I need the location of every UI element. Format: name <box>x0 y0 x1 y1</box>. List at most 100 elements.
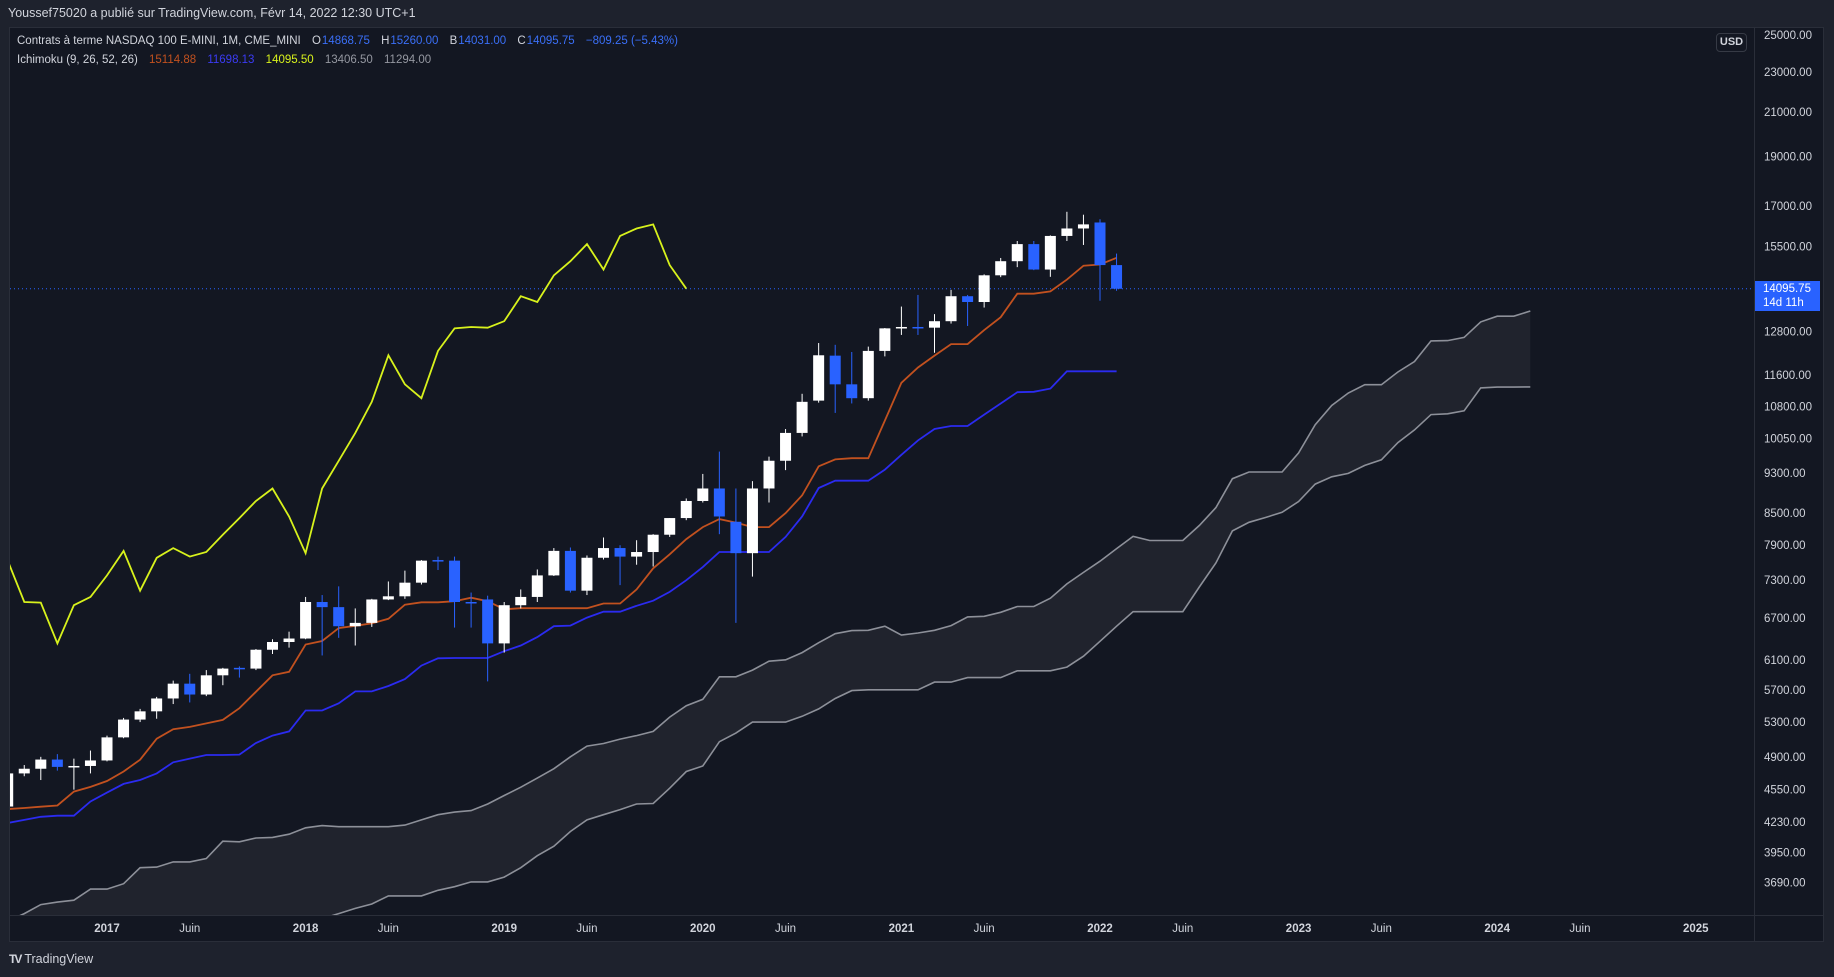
publisher-line: Youssef75020 a publié sur TradingView.co… <box>8 6 416 20</box>
candle-body <box>664 518 676 535</box>
candle <box>581 555 593 596</box>
candle <box>995 257 1007 278</box>
candle-body <box>879 328 891 351</box>
price-tick-label: 7300.00 <box>1764 575 1806 587</box>
candle <box>895 306 907 335</box>
price-tick-label: 10800.00 <box>1764 402 1812 414</box>
time-tick-year: 2017 <box>94 923 120 935</box>
candle <box>680 498 692 521</box>
price-tick-label: 5700.00 <box>1764 685 1806 697</box>
change-value: −809.25 (−5.43%) <box>585 35 678 47</box>
plot-area <box>10 211 1754 915</box>
candle <box>415 560 427 585</box>
candle-body <box>680 500 692 519</box>
candle-body <box>233 667 245 670</box>
candle-body <box>515 596 527 606</box>
candle <box>250 649 262 671</box>
candle-body <box>482 599 494 644</box>
candle-body <box>101 737 113 761</box>
candle <box>349 608 361 646</box>
candle <box>1061 211 1073 241</box>
bar-countdown: 14d 11h <box>1763 297 1804 309</box>
candle <box>333 586 345 638</box>
candle-body <box>399 582 411 597</box>
candle <box>84 750 96 774</box>
high-label: H <box>381 35 390 47</box>
price-tick-label: 15500.00 <box>1764 242 1812 254</box>
chart-panel <box>9 27 1824 942</box>
time-tick-month: Juin <box>1172 923 1193 935</box>
candle-body <box>68 765 80 768</box>
candle <box>134 708 146 723</box>
candle <box>796 393 808 437</box>
time-tick-month: Juin <box>378 923 399 935</box>
candle-body <box>316 602 328 608</box>
candle <box>151 696 163 719</box>
price-tick-label: 6700.00 <box>1764 613 1806 625</box>
candle-body <box>184 683 196 695</box>
lead-b-value: 11294.00 <box>384 54 432 66</box>
price-tick-label: 6100.00 <box>1764 655 1806 667</box>
candle-body <box>829 355 841 385</box>
indicator-name[interactable]: Ichimoku (9, 26, 52, 26) <box>17 54 138 66</box>
time-tick-year: 2024 <box>1484 923 1510 935</box>
candle <box>35 756 47 781</box>
time-tick-month: Juin <box>974 923 995 935</box>
price-tick-label: 5300.00 <box>1764 717 1806 729</box>
candle <box>118 717 130 739</box>
time-tick-year: 2019 <box>491 923 517 935</box>
candle-body <box>531 575 543 597</box>
candle <box>68 758 80 790</box>
candle <box>515 589 527 609</box>
candle-body <box>697 488 709 501</box>
candle <box>382 581 394 601</box>
leading-span-b-line <box>331 386 1531 915</box>
candle <box>614 545 626 586</box>
time-tick-month: Juin <box>179 923 200 935</box>
candle-body <box>333 607 345 627</box>
candle-body <box>995 261 1007 276</box>
candle <box>730 488 742 623</box>
price-tick-label: 19000.00 <box>1764 151 1812 163</box>
candle <box>879 328 891 357</box>
time-tick-year: 2018 <box>293 923 319 935</box>
candle <box>449 556 461 628</box>
candle <box>432 556 444 571</box>
currency-button[interactable]: USD <box>1716 33 1747 52</box>
candle <box>929 314 940 353</box>
candle <box>548 548 560 577</box>
candle-body <box>217 668 229 676</box>
candle-body <box>614 548 626 557</box>
candle-body <box>548 550 560 576</box>
price-tick-label: 4230.00 <box>1764 817 1806 829</box>
candle <box>283 631 295 648</box>
time-tick-month: Juin <box>1371 923 1392 935</box>
candle <box>465 592 477 628</box>
candle <box>664 518 676 537</box>
candle <box>1111 253 1123 291</box>
price-axis[interactable]: 25000.00 23000.00 21000.00 19000.00 17000.00… <box>1764 30 1812 890</box>
candle-body <box>1077 224 1089 229</box>
candle <box>1028 240 1040 271</box>
candle-body <box>498 605 510 644</box>
candle-body <box>84 760 96 766</box>
candle-body <box>432 560 444 562</box>
lagging-span-line <box>10 223 688 646</box>
candle <box>1011 240 1023 268</box>
candle <box>51 754 63 771</box>
candle-body <box>300 602 312 639</box>
candle <box>233 666 245 678</box>
price-tick-label: 11600.00 <box>1764 370 1811 382</box>
symbol-name[interactable]: Contrats à terme NASDAQ 100 E-MINI, 1M, … <box>17 35 301 47</box>
candle-body <box>200 675 212 695</box>
candle-body <box>35 759 47 769</box>
candle <box>167 680 179 705</box>
candle <box>829 344 841 413</box>
candle <box>862 346 874 401</box>
candle-body <box>1111 265 1123 289</box>
conversion-line-value: 15114.88 <box>149 54 197 66</box>
time-axis[interactable]: 2017 Juin 2018 Juin 2019 Juin 2020 Juin 2021 Juin… <box>94 923 1709 935</box>
tradingview-logo[interactable]: TV TradingView <box>9 952 93 966</box>
candle <box>813 343 825 403</box>
